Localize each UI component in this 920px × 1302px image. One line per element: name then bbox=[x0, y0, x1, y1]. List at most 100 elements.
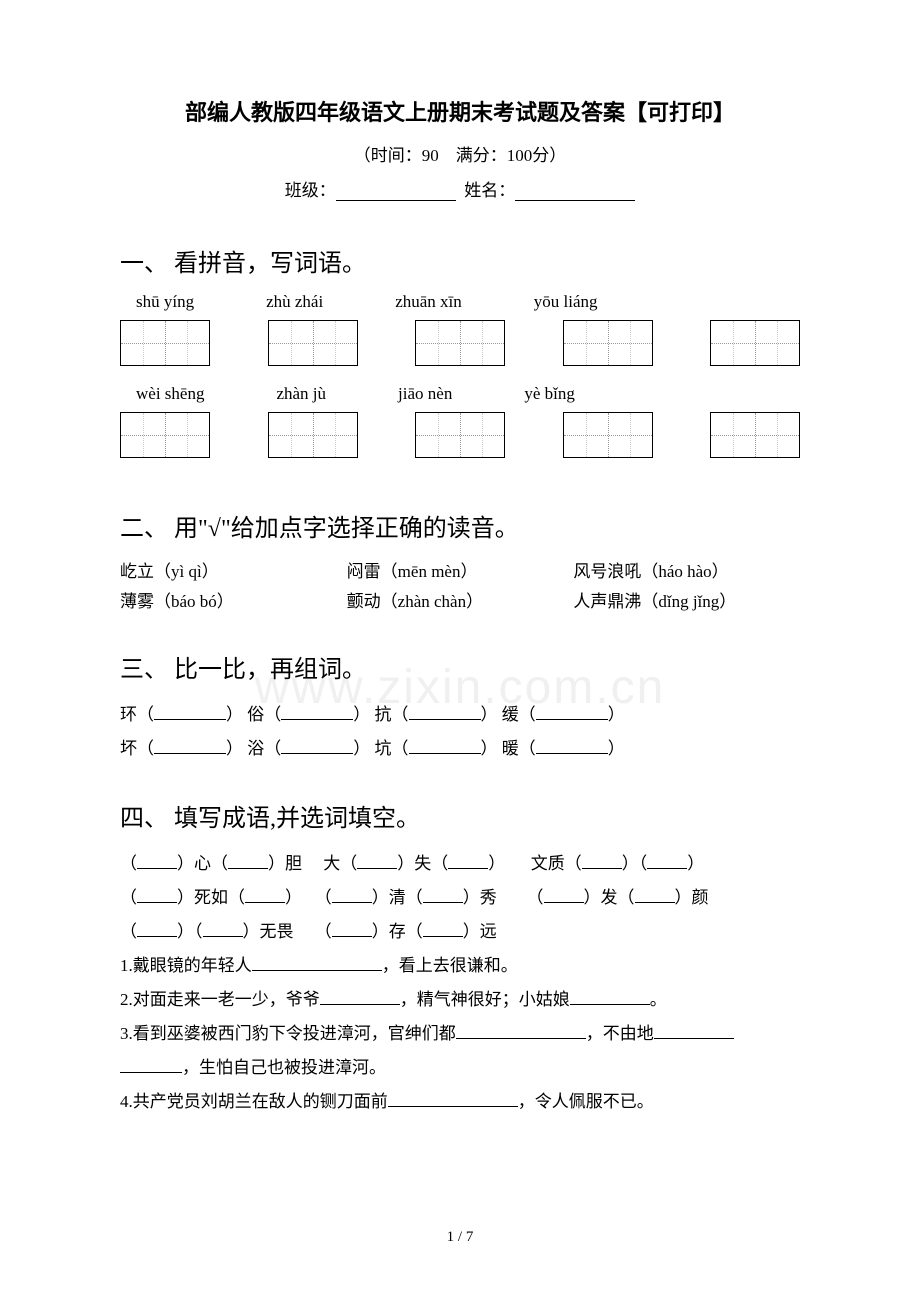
s3-text: ） bbox=[608, 705, 625, 724]
t: ）胆 大（ bbox=[268, 854, 357, 873]
s3-text: ） bbox=[608, 739, 625, 758]
page-footer: 1 / 7 bbox=[0, 1229, 920, 1246]
blank bbox=[137, 868, 177, 869]
t: 2.对面走来一老一少，爷爷 bbox=[120, 990, 320, 1009]
pinyin-item: zhàn jù bbox=[276, 384, 326, 404]
t: ）远 bbox=[463, 922, 497, 941]
name-label: 姓名： bbox=[464, 181, 515, 200]
blank bbox=[409, 753, 481, 754]
t: ）失（ bbox=[397, 854, 448, 873]
t: ）清（ bbox=[372, 888, 423, 907]
blank bbox=[582, 868, 622, 869]
s3-text: ） 暖（ bbox=[481, 739, 536, 758]
t: 。 bbox=[650, 990, 667, 1009]
t: ） （ bbox=[285, 888, 332, 907]
t: ）颜 bbox=[675, 888, 709, 907]
t: ）死如（ bbox=[177, 888, 245, 907]
blank bbox=[154, 753, 226, 754]
t: ，令人佩服不已。 bbox=[518, 1092, 654, 1111]
t: ）（ bbox=[622, 854, 648, 873]
pinyin-item: zhuān xīn bbox=[395, 292, 462, 312]
page-content: 部编人教版四年级语文上册期末考试题及答案【可打印】 （时间：90 满分：100分… bbox=[120, 95, 800, 1119]
blank bbox=[245, 902, 285, 903]
s2-item: 屹立（yì qì） bbox=[120, 557, 347, 587]
blank bbox=[448, 868, 488, 869]
pinyin-row-2: wèi shēng zhàn jù jiāo nèn yè bǐng bbox=[120, 384, 800, 404]
blank bbox=[544, 902, 584, 903]
blank bbox=[332, 902, 372, 903]
t: ）心（ bbox=[177, 854, 228, 873]
t: ，看上去很谦和。 bbox=[382, 956, 518, 975]
s3-text: ） 坑（ bbox=[353, 739, 408, 758]
s2-row: 屹立（yì qì） 闷雷（mēn mèn） 风号浪吼（háo hào） bbox=[120, 557, 800, 587]
s2-item: 闷雷（mēn mèn） bbox=[347, 557, 574, 587]
blank bbox=[388, 1106, 518, 1107]
pinyin-item: zhù zhái bbox=[266, 292, 323, 312]
pinyin-item: shū yíng bbox=[136, 292, 194, 312]
s4-q1: 1.戴眼镜的年轻人 ，看上去很谦和。 bbox=[120, 949, 800, 983]
blank bbox=[635, 902, 675, 903]
t: ，不由地 bbox=[586, 1024, 654, 1043]
s3-text: ） 抗（ bbox=[353, 705, 408, 724]
pinyin-row-1: shū yíng zhù zhái zhuān xīn yōu liáng bbox=[120, 292, 800, 312]
t: ） bbox=[687, 854, 704, 873]
s2-item: 风号浪吼（háo hào） bbox=[573, 557, 800, 587]
char-box bbox=[710, 412, 800, 458]
blank bbox=[320, 1004, 400, 1005]
s3-row: 坏（） 浴（） 坑（） 暖（） bbox=[120, 732, 800, 766]
section2-heading: 二、 用"√"给加点字选择正确的读音。 bbox=[120, 508, 800, 543]
s4-idiom-row: （ ）心（ ）胆 大（ ）失（ ） 文质（ ）（ ） bbox=[120, 847, 800, 881]
blank bbox=[137, 936, 177, 937]
t: ）秀 （ bbox=[463, 888, 544, 907]
s4-idiom-row: （）（）无畏 （）存（）远 bbox=[120, 915, 800, 949]
t: ，精气神很好；小姑娘 bbox=[400, 990, 570, 1009]
s4-idiom-row: （ ）死如（ ） （ ）清（ ）秀 （ ）发（ ）颜 bbox=[120, 881, 800, 915]
s3-text: 环（ bbox=[120, 705, 154, 724]
t: （ bbox=[120, 854, 137, 873]
t: ，生怕自己也被投进漳河。 bbox=[182, 1058, 386, 1077]
box-row-2 bbox=[120, 412, 800, 458]
s2-item: 颤动（zhàn chàn） bbox=[347, 587, 574, 617]
s2-row: 薄雾（báo bó） 颤动（zhàn chàn） 人声鼎沸（dǐng jǐng） bbox=[120, 587, 800, 617]
s4-q3: 3.看到巫婆被西门豹下令投进漳河，官绅们都 ，不由地 bbox=[120, 1017, 800, 1051]
t: 4.共产党员刘胡兰在敌人的铡刀面前 bbox=[120, 1092, 388, 1111]
char-box bbox=[710, 320, 800, 366]
char-box bbox=[563, 412, 653, 458]
doc-subtitle: （时间：90 满分：100分） bbox=[120, 141, 800, 166]
t: ）存（ bbox=[372, 922, 423, 941]
blank bbox=[252, 970, 382, 971]
t: 1.戴眼镜的年轻人 bbox=[120, 956, 252, 975]
t: 3.看到巫婆被西门豹下令投进漳河，官绅们都 bbox=[120, 1024, 456, 1043]
t: ）发（ bbox=[584, 888, 635, 907]
char-box bbox=[415, 412, 505, 458]
blank bbox=[228, 868, 268, 869]
section1-heading: 一、 看拼音，写词语。 bbox=[120, 243, 800, 278]
s2-item: 人声鼎沸（dǐng jǐng） bbox=[573, 587, 800, 617]
t: ） 文质（ bbox=[488, 854, 582, 873]
class-blank bbox=[336, 200, 456, 201]
t: （ bbox=[120, 888, 137, 907]
s3-row: 环（） 俗（） 抗（） 缓（） bbox=[120, 698, 800, 732]
t: （ bbox=[120, 922, 137, 941]
char-box bbox=[120, 320, 210, 366]
blank bbox=[203, 936, 243, 937]
blank bbox=[120, 1072, 182, 1073]
s4-q3-cont: ，生怕自己也被投进漳河。 bbox=[120, 1051, 800, 1085]
blank bbox=[281, 753, 353, 754]
blank bbox=[332, 936, 372, 937]
blank bbox=[536, 753, 608, 754]
section4-heading: 四、 填写成语,并选词填空。 bbox=[120, 798, 800, 833]
blank bbox=[423, 936, 463, 937]
char-box bbox=[563, 320, 653, 366]
t: ）（ bbox=[177, 922, 203, 941]
s3-text: ） 俗（ bbox=[226, 705, 281, 724]
blank bbox=[137, 902, 177, 903]
s3-text: 坏（ bbox=[120, 739, 154, 758]
class-label: 班级： bbox=[285, 181, 336, 200]
blank bbox=[154, 719, 226, 720]
s4-q2: 2.对面走来一老一少，爷爷 ，精气神很好；小姑娘 。 bbox=[120, 983, 800, 1017]
char-box bbox=[268, 320, 358, 366]
s4-q4: 4.共产党员刘胡兰在敌人的铡刀面前 ，令人佩服不已。 bbox=[120, 1085, 800, 1119]
blank bbox=[536, 719, 608, 720]
pinyin-item: yōu liáng bbox=[534, 292, 598, 312]
